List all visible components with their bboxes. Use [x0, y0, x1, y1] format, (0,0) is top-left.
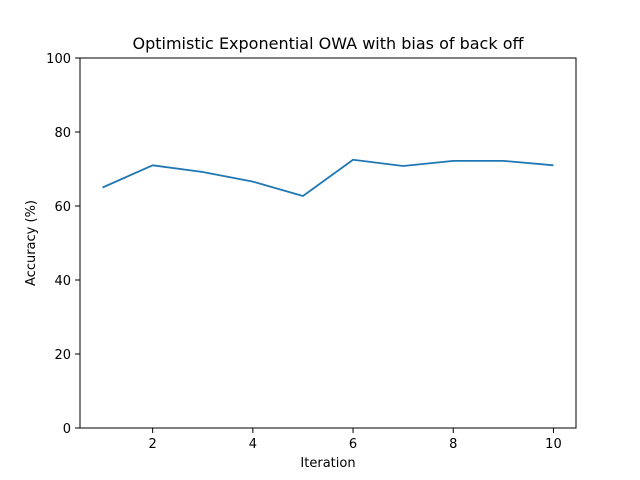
y-tick-label: 100	[46, 52, 71, 67]
y-tick-label: 80	[54, 126, 71, 141]
y-axis: 0 20 40 60 80 100	[46, 52, 80, 437]
x-tick-label: 6	[349, 437, 357, 452]
chart-title: Optimistic Exponential OWA with bias of …	[133, 34, 525, 53]
x-axis: 2 4 6 8 10	[149, 428, 562, 452]
y-axis-label: Accuracy (%)	[24, 200, 39, 286]
y-tick-label: 60	[54, 200, 71, 215]
x-tick-label: 4	[249, 437, 257, 452]
x-tick-label: 8	[449, 437, 457, 452]
series-line	[102, 158, 554, 197]
x-axis-label: Iteration	[300, 456, 355, 471]
x-tick-label: 2	[149, 437, 157, 452]
y-tick-label: 40	[54, 274, 71, 289]
series-layer	[102, 158, 554, 197]
x-tick-label: 10	[545, 437, 562, 452]
y-tick-label: 20	[54, 348, 71, 363]
y-tick-label: 0	[63, 422, 71, 437]
plot-frame	[79, 57, 577, 429]
